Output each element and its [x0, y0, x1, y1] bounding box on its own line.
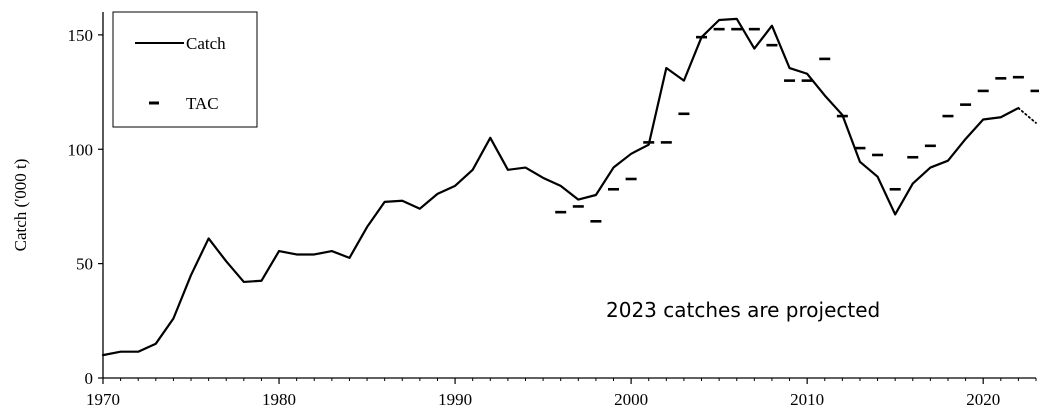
x-tick-label: 2010 — [790, 390, 824, 409]
y-tick-label: 0 — [85, 369, 94, 388]
legend-box — [112, 11, 258, 128]
x-tick-label: 1990 — [438, 390, 472, 409]
y-tick-label: 150 — [68, 26, 94, 45]
x-tick-label: 2020 — [966, 390, 1000, 409]
catch-line — [101, 17, 1020, 357]
legend-tac-label: TAC — [186, 94, 219, 113]
y-tick-label: 100 — [68, 140, 94, 159]
axes-layer: 0 50 100 150 1970 1980 1990 2000 2010 2020 — [68, 12, 1037, 409]
catch-projected-line — [1017, 107, 1037, 124]
y-axis-title: Catch ('000 t) — [11, 159, 30, 252]
x-tick-label: 1970 — [86, 390, 120, 409]
x-tick-label: 1980 — [262, 390, 296, 409]
legend: Catch TAC — [112, 11, 258, 128]
marks-layer — [101, 17, 1039, 357]
y-tick-label: 50 — [76, 255, 93, 274]
x-tick-label: 2000 — [614, 390, 648, 409]
legend-catch-label: Catch — [186, 34, 226, 53]
chart-annotation: 2023 catches are projected — [606, 298, 880, 322]
